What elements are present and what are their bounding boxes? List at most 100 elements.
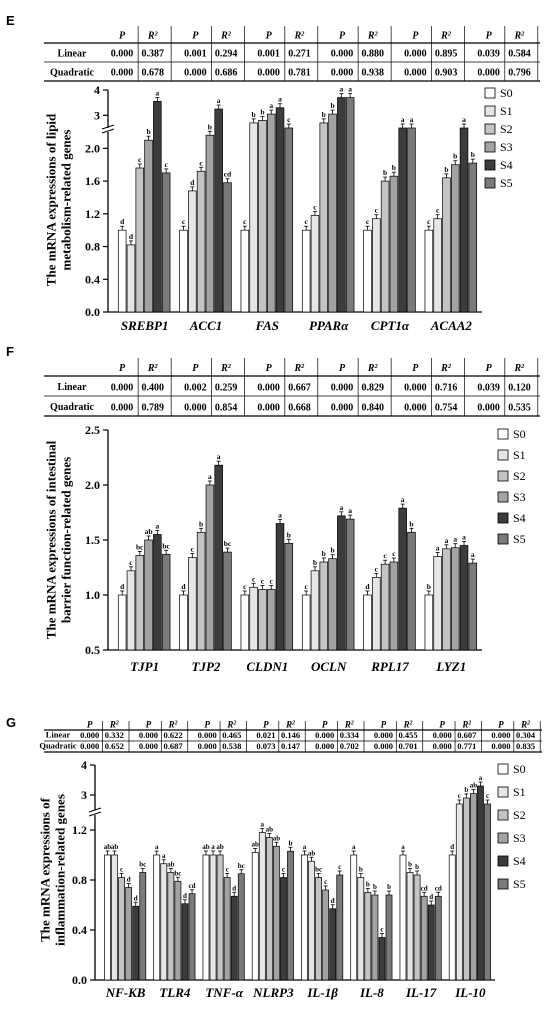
table-row-label: Linear xyxy=(46,730,71,740)
significance-letter: ab xyxy=(266,826,274,834)
significance-letter: b xyxy=(471,150,475,159)
bar-s5 xyxy=(468,562,478,651)
legend-swatch-s4 xyxy=(484,159,496,171)
significance-letter: c xyxy=(129,558,133,567)
table-cell-p: 0.000 xyxy=(491,730,510,740)
bar-s4 xyxy=(337,97,346,313)
y-tick-label: 4 xyxy=(81,758,87,772)
legend-label-s1: S1 xyxy=(513,785,526,799)
bar-s5 xyxy=(407,531,416,651)
y-tick-label: 1.0 xyxy=(85,588,100,602)
table-header-p: P xyxy=(381,719,387,729)
bar-s2 xyxy=(135,167,145,313)
bar-s4 xyxy=(398,127,407,313)
significance-letter: a xyxy=(462,115,466,124)
bar-s4 xyxy=(459,127,469,313)
significance-letter: b xyxy=(313,558,317,567)
table-cell-p: 0.000 xyxy=(184,402,207,413)
table-header-r2: R2 xyxy=(226,719,236,729)
table-header-r2: R2 xyxy=(147,363,159,375)
table-cell-p: 0.021 xyxy=(256,730,275,740)
bar-s1 xyxy=(258,832,266,981)
y-tick-label: 0.8 xyxy=(85,240,100,254)
legend-swatch-s3 xyxy=(484,141,496,153)
table-cell-r2: 0.702 xyxy=(340,741,359,751)
table-cell-p: 0.000 xyxy=(257,402,280,413)
bar-s4 xyxy=(275,523,285,651)
significance-letter: ab xyxy=(145,527,153,536)
significance-letter: b xyxy=(322,110,326,119)
significance-letter: d xyxy=(183,892,187,900)
bar-s3 xyxy=(266,113,276,313)
table-header-r2: R2 xyxy=(367,30,379,42)
table-header-r2: R2 xyxy=(220,363,232,375)
bar-s4 xyxy=(214,108,223,313)
category-label: RPL17 xyxy=(370,659,409,674)
category-label: NLRP3 xyxy=(252,985,294,1000)
legend-label-s2: S2 xyxy=(500,122,513,136)
y-axis-label: The mRNA expressions of intestinalbarrie… xyxy=(43,440,73,639)
table-header-p: P xyxy=(192,30,199,41)
bar-s2 xyxy=(364,892,372,981)
bar-s2 xyxy=(265,837,273,981)
bar-s2 xyxy=(319,561,329,651)
significance-letter: b xyxy=(387,883,391,891)
bar-s1 xyxy=(406,872,414,981)
bar-s3 xyxy=(420,895,428,981)
bar-s3 xyxy=(205,484,215,651)
significance-letter: b xyxy=(252,110,256,119)
legend-swatch-s5 xyxy=(484,177,496,189)
bar-s0 xyxy=(424,229,434,313)
table-cell-p: 0.000 xyxy=(111,68,134,79)
bar-s1 xyxy=(455,803,463,981)
significance-letter: bc xyxy=(136,542,144,551)
significance-letter: c xyxy=(313,202,317,211)
significance-letter: b xyxy=(289,839,293,847)
bar-s3 xyxy=(328,113,337,313)
significance-letter: ab xyxy=(216,843,224,851)
legend-label-s2: S2 xyxy=(513,808,526,822)
table-header-p: P xyxy=(322,719,328,729)
significance-letter: d xyxy=(190,178,195,187)
table-cell-r2: 0.584 xyxy=(508,49,531,60)
bar-s5 xyxy=(407,127,416,313)
category-label: TNF-α xyxy=(205,985,243,1000)
bar-s5 xyxy=(284,542,294,651)
table-cell-r2: 0.607 xyxy=(457,730,477,740)
table-cell-p: 0.000 xyxy=(111,402,134,413)
bar-s0 xyxy=(153,854,161,981)
table-header-p: P xyxy=(412,30,419,41)
y-tick-label: 1.2 xyxy=(85,207,100,221)
legend-swatch-s0 xyxy=(497,763,509,775)
bar-s4 xyxy=(153,534,162,651)
bar-s2 xyxy=(462,797,470,981)
y-axis-label: The mRNA expressions of lipidmetabolism-… xyxy=(43,113,73,286)
table-cell-r2: 0.147 xyxy=(281,741,301,751)
bar-s4 xyxy=(477,785,484,981)
axis-break-mark xyxy=(88,807,102,813)
bar-s2 xyxy=(380,563,390,651)
bar-s0 xyxy=(251,852,259,981)
bar-s5 xyxy=(223,182,232,313)
table-cell-r2: 0.678 xyxy=(142,68,165,79)
table-cell-r2: 0.903 xyxy=(435,68,458,79)
bar-s4 xyxy=(275,107,285,313)
bar-s2 xyxy=(196,170,206,313)
table-header-p: P xyxy=(263,719,269,729)
bar-s1 xyxy=(126,244,136,313)
table-cell-r2: 0.716 xyxy=(435,382,458,393)
table-cell-p: 0.000 xyxy=(80,730,99,740)
significance-letter: a xyxy=(410,115,414,124)
table-cell-p: 0.000 xyxy=(331,402,354,413)
y-tick-label: 3 xyxy=(94,108,100,122)
significance-letter: b xyxy=(208,122,212,131)
table-cell-p: 0.000 xyxy=(80,741,99,751)
significance-letter: a xyxy=(436,544,440,553)
significance-letter: ab xyxy=(308,849,316,857)
bar-s4 xyxy=(214,464,223,651)
bar-s0 xyxy=(240,229,250,313)
significance-letter: b xyxy=(199,519,203,528)
bar-s1 xyxy=(357,877,365,981)
category-label: TJP1 xyxy=(130,659,159,674)
